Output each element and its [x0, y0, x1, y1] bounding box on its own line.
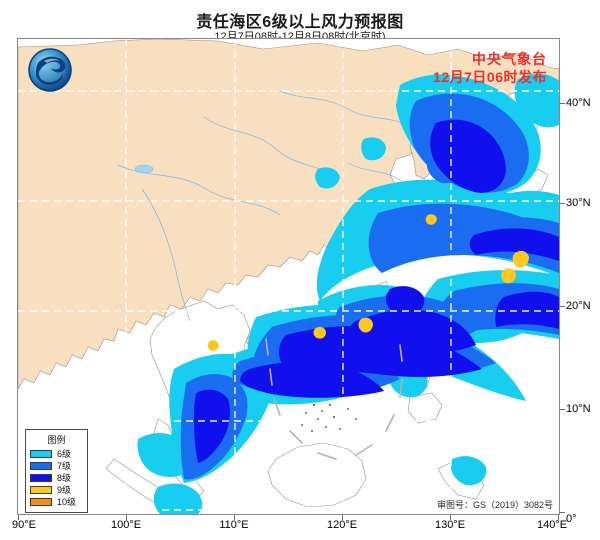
- x-tick-130: [450, 515, 451, 520]
- legend-item-7[interactable]: 7级: [26, 460, 87, 471]
- river-network: [117, 90, 411, 322]
- review-number: 审图号：GS（2019）3082号: [436, 500, 553, 510]
- x-tick-110: [234, 515, 235, 520]
- x-tick-140: [558, 515, 559, 520]
- landmass-borneo: [267, 442, 367, 508]
- x-tick-100: [126, 515, 127, 520]
- y-tick-20N: [560, 306, 565, 307]
- cma-dragon-logo: [28, 48, 72, 92]
- y-tick-30N: [560, 203, 565, 204]
- nine-dash-line: [265, 338, 403, 460]
- x-axis-label-90E: 90°E: [12, 519, 36, 531]
- legend-swatch-9: [30, 485, 52, 494]
- map-canvas[interactable]: 中央气象台 12月7日06时发布 审图号：GS（2019）3082号: [17, 38, 560, 515]
- x-axis-label-120E: 120°E: [326, 519, 358, 531]
- legend-swatch-8: [30, 473, 52, 482]
- y-axis-label-40N: 40°N: [566, 97, 591, 109]
- y-axis-label-0: 0°: [566, 513, 577, 525]
- legend-label-10: 10级: [57, 497, 77, 507]
- legend-item-8[interactable]: 8级: [26, 472, 87, 483]
- legend-label-7: 7级: [57, 461, 72, 471]
- legend-item-9[interactable]: 9级: [26, 484, 87, 495]
- wind-level-9-areas: [207, 214, 529, 351]
- y-axis-label-20N: 20°N: [566, 300, 591, 312]
- landmass-philippines-mindanao: [407, 392, 443, 424]
- legend-label-8: 8级: [57, 473, 72, 483]
- x-axis-label-110E: 110°E: [219, 519, 249, 531]
- wind-level-8-areas: [194, 119, 559, 463]
- x-tick-90: [18, 515, 19, 520]
- legend-label-6: 6级: [57, 449, 72, 459]
- y-tick-10N: [560, 409, 565, 410]
- x-axis-label-140E: 140°E: [536, 519, 568, 531]
- y-tick-40N: [560, 103, 565, 104]
- legend-panel[interactable]: 图例 6级 7级 8级 9级 10级: [25, 429, 88, 513]
- map-graphic: [18, 39, 559, 514]
- y-axis-label-30N: 30°N: [566, 197, 591, 209]
- x-axis-label-130E: 130°E: [434, 519, 466, 531]
- map-gridlines: [18, 39, 559, 514]
- x-axis-label-100E: 100°E: [110, 519, 142, 531]
- legend-swatch-6: [30, 449, 52, 458]
- x-tick-120: [342, 515, 343, 520]
- legend-label-9: 9级: [57, 485, 72, 495]
- legend-swatch-7: [30, 461, 52, 470]
- page-title: 责任海区6级以上风力预报图: [196, 14, 404, 31]
- y-axis-label-10N: 10°N: [566, 403, 591, 415]
- legend-swatch-10: [30, 497, 52, 506]
- legend-item-6[interactable]: 6级: [26, 448, 87, 459]
- legend-item-10[interactable]: 10级: [26, 496, 87, 507]
- y-tick-0: [560, 512, 565, 513]
- lake-qinghai: [134, 164, 154, 174]
- legend-title: 图例: [47, 435, 66, 445]
- island-dots: [301, 403, 357, 432]
